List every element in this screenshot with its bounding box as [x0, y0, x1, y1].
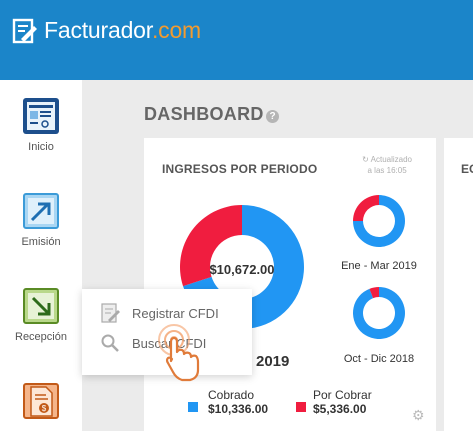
brand-name: Facturador.com: [44, 17, 201, 43]
donut-slice-por-cobrar[interactable]: [353, 195, 379, 221]
donut-label-ene-mar: Ene - Mar 2019: [341, 260, 417, 272]
search-icon: [100, 333, 122, 353]
register-document-icon: [100, 303, 122, 323]
send-document-icon: [22, 192, 60, 230]
donut-slice-cobrado[interactable]: [353, 195, 405, 247]
top-header: Facturador.com: [0, 0, 473, 80]
updated-status: ↻ Actualizado a las 16:05: [362, 155, 412, 175]
donut-label-oct-dic: Oct - Dic 2018: [343, 353, 415, 365]
donut-slice-cobrado[interactable]: [353, 287, 406, 340]
period-year: 2019: [256, 353, 290, 370]
menu-item-registrar-cfdi[interactable]: Registrar CFDI: [100, 303, 219, 323]
card-title: EC: [461, 162, 473, 176]
menu-item-label: Registrar CFDI: [132, 305, 219, 321]
help-icon[interactable]: ?: [266, 110, 279, 123]
sidebar-item-label: Inicio: [28, 141, 54, 153]
document-pencil-icon: [12, 18, 38, 44]
refresh-icon[interactable]: ↻: [362, 155, 369, 164]
brand-logo[interactable]: Facturador.com: [12, 17, 201, 44]
gear-icon[interactable]: ⚙: [412, 407, 425, 423]
donut-slice-por-cobrar[interactable]: [369, 287, 379, 299]
hand-pointer-cursor-icon: [158, 324, 200, 382]
big-donut-amount: $10,672.00: [209, 262, 275, 277]
sidebar-item-label: Recepción: [15, 331, 67, 343]
secondary-card: EC: [444, 138, 473, 431]
sidebar-item-recepcion[interactable]: Recepción: [0, 287, 82, 343]
sidebar-item-emision[interactable]: Emisión: [0, 192, 82, 248]
sidebar-item-label: Emisión: [21, 236, 61, 248]
card-title: INGRESOS POR PERIODO: [162, 162, 318, 176]
svg-text:$: $: [42, 404, 47, 413]
invoice-dollar-icon: $: [22, 382, 60, 420]
sidebar-item-inicio[interactable]: Inicio: [0, 97, 82, 153]
dashboard-screen-icon: [22, 97, 60, 135]
legend-swatch-cobrado: [188, 402, 198, 412]
legend-amount-por-cobrar: $5,336.00: [313, 402, 367, 416]
sidebar-item-cobranza[interactable]: $: [0, 382, 82, 420]
legend-swatch-por-cobrar: [296, 402, 306, 412]
legend-label-por-cobrar: Por Cobrar: [313, 388, 372, 402]
sidebar: Inicio Emisión Recepción: [0, 80, 82, 431]
legend-amount-cobrado: $10,336.00: [208, 402, 269, 416]
page-title: DASHBOARD: [144, 104, 264, 124]
receive-document-icon: [22, 287, 60, 325]
legend-label-cobrado: Cobrado: [208, 388, 255, 402]
donut-slice-por-cobrar[interactable]: [180, 205, 242, 287]
